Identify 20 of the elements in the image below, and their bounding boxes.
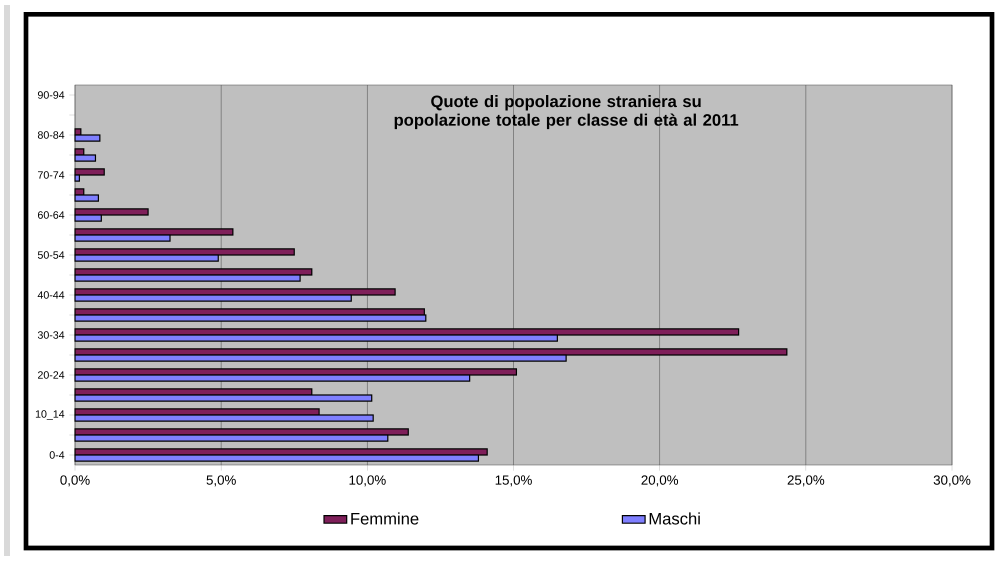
x-tick-label: 25,0% (788, 475, 824, 486)
legend-label: Femmine (351, 512, 418, 525)
y-tick-label: 80-84 (38, 131, 64, 139)
x-tick-label: 10,0% (350, 475, 386, 486)
x-tick-label: 30,0% (934, 475, 970, 486)
x-tick-label: 15,0% (496, 475, 532, 486)
x-tick-label: 20,0% (642, 475, 678, 486)
text: Quote di popolazione straniera su popolazione totale per classe di età al 2011 (394, 95, 738, 130)
legend-label: Maschi (650, 512, 700, 525)
y-tick-label: 50-54 (38, 251, 64, 259)
x-tick-label: 5,0% (206, 475, 236, 486)
y-tick-label: 0-4 (50, 451, 64, 459)
y-tick-label: 20-24 (38, 371, 64, 379)
x-tick-label: 0,0% (60, 475, 90, 486)
y-tick-label: 10_14 (36, 410, 64, 420)
y-tick-label: 90-94 (38, 91, 64, 99)
y-tick-label: 40-44 (38, 291, 64, 299)
y-tick-label: 60-64 (38, 211, 64, 219)
y-tick-label: 70-74 (38, 171, 64, 179)
y-tick-label: 30-34 (38, 331, 64, 339)
